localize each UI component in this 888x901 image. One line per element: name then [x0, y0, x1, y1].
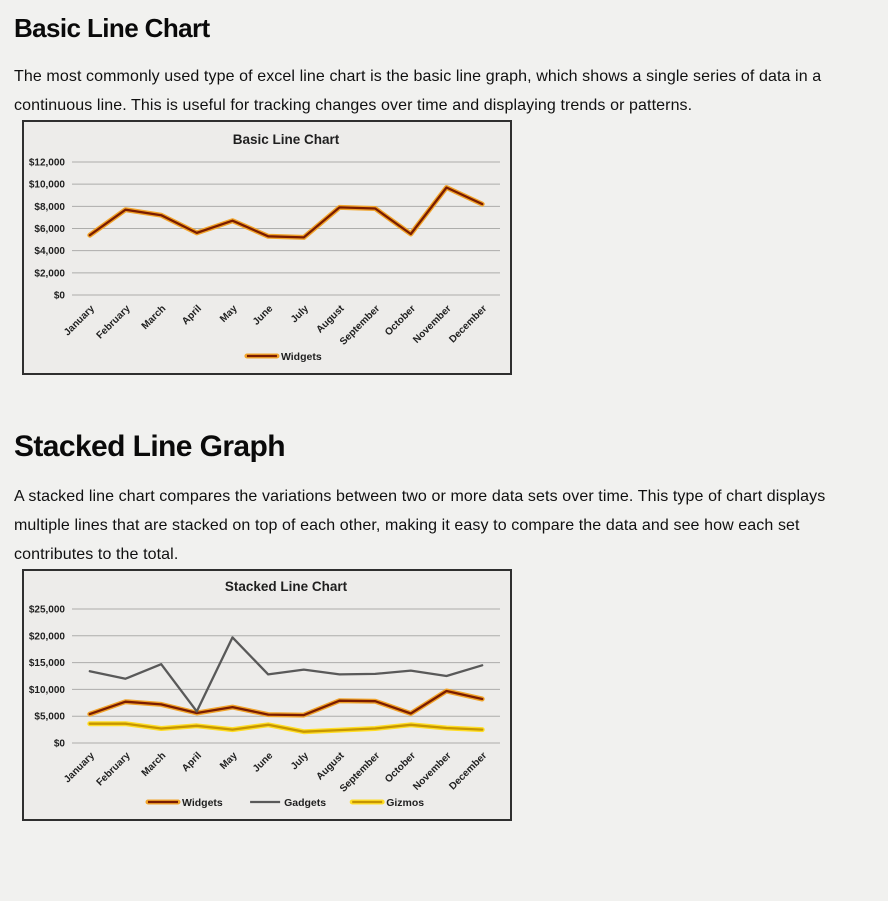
basic-line-chart-image: $0 $2,000 $4,000 $6,000 $8,000 $10,000 $12,000… — [22, 119, 512, 375]
legend-label: Widgets — [281, 351, 322, 363]
x-axis-month-label: October — [383, 303, 418, 338]
y-axis-tick-label: $6,000 — [34, 224, 65, 235]
stacked-line-chart-svg: $0 $5,000 $10,000 $15,000 $20,000 $25,000 Stac… — [29, 579, 500, 809]
x-axis-month-label: August — [314, 303, 347, 336]
x-axis-month-label: October — [383, 750, 418, 785]
y-axis-tick-label: $15,000 — [29, 658, 66, 669]
heading-stacked-line-graph: Stacked Line Graph — [14, 429, 286, 463]
section-basic-line-chart: Basic Line Chart The most commonly used … — [14, 12, 870, 375]
series-line — [88, 186, 484, 239]
y-axis-tick-label: $0 — [54, 738, 66, 749]
x-axis-month-label: January — [62, 750, 97, 785]
section-stacked-line-graph: Stacked Line Graph A stacked line chart … — [14, 427, 870, 821]
chart-title: Basic Line Chart — [233, 132, 340, 147]
stacked-line-chart-image: $0 $5,000 $10,000 $15,000 $20,000 $25,000 Stac… — [22, 568, 512, 821]
x-axis-month-label: November — [411, 303, 453, 345]
x-axis-month-label: July — [289, 750, 311, 772]
basic-line-chart-svg: $0 $2,000 $4,000 $6,000 $8,000 $10,000 $12,000… — [29, 132, 500, 363]
x-axis-month-label: April — [180, 750, 204, 774]
paragraph-stacked-line-graph: A stacked line chart compares the variat… — [14, 487, 826, 563]
heading-basic-line-chart: Basic Line Chart — [14, 13, 210, 43]
y-axis-tick-label: $8,000 — [34, 202, 65, 213]
legend-label: Gizmos — [386, 797, 424, 809]
x-axis-month-label: June — [251, 750, 276, 775]
y-axis-tick-label: $0 — [54, 290, 66, 301]
x-axis-month-label: April — [180, 303, 204, 327]
x-axis-month-label: May — [218, 303, 240, 325]
x-axis-month-label: June — [251, 303, 276, 328]
x-axis-month-label: November — [411, 750, 453, 792]
x-axis-month-label: February — [95, 303, 133, 341]
y-axis-tick-label: $2,000 — [34, 268, 65, 279]
series-line — [88, 722, 484, 733]
x-axis-month-label: August — [314, 750, 347, 783]
y-axis-tick-label: $20,000 — [29, 631, 66, 642]
legend-label: Gadgets — [284, 797, 326, 809]
series-line — [88, 636, 484, 713]
chart-title: Stacked Line Chart — [225, 579, 348, 594]
x-axis-month-label: March — [140, 750, 169, 779]
y-axis-tick-label: $25,000 — [29, 604, 66, 615]
paragraph-basic-line-chart: The most commonly used type of excel lin… — [14, 67, 822, 114]
y-axis-tick-label: $10,000 — [29, 685, 66, 696]
x-axis-month-label: January — [62, 303, 97, 338]
x-axis-month-label: December — [447, 750, 489, 792]
x-axis-month-label: December — [447, 303, 489, 345]
y-axis-tick-label: $4,000 — [34, 246, 65, 257]
x-axis-month-label: May — [218, 750, 240, 772]
x-axis-month-label: July — [289, 303, 311, 325]
article-page: Basic Line Chart The most commonly used … — [14, 12, 870, 821]
y-axis-tick-label: $12,000 — [29, 157, 66, 168]
y-axis-tick-label: $5,000 — [34, 711, 65, 722]
x-axis-month-label: March — [140, 303, 169, 332]
series-line — [88, 689, 484, 717]
legend-label: Widgets — [182, 797, 223, 809]
x-axis-month-label: February — [95, 750, 133, 788]
y-axis-tick-label: $10,000 — [29, 179, 66, 190]
